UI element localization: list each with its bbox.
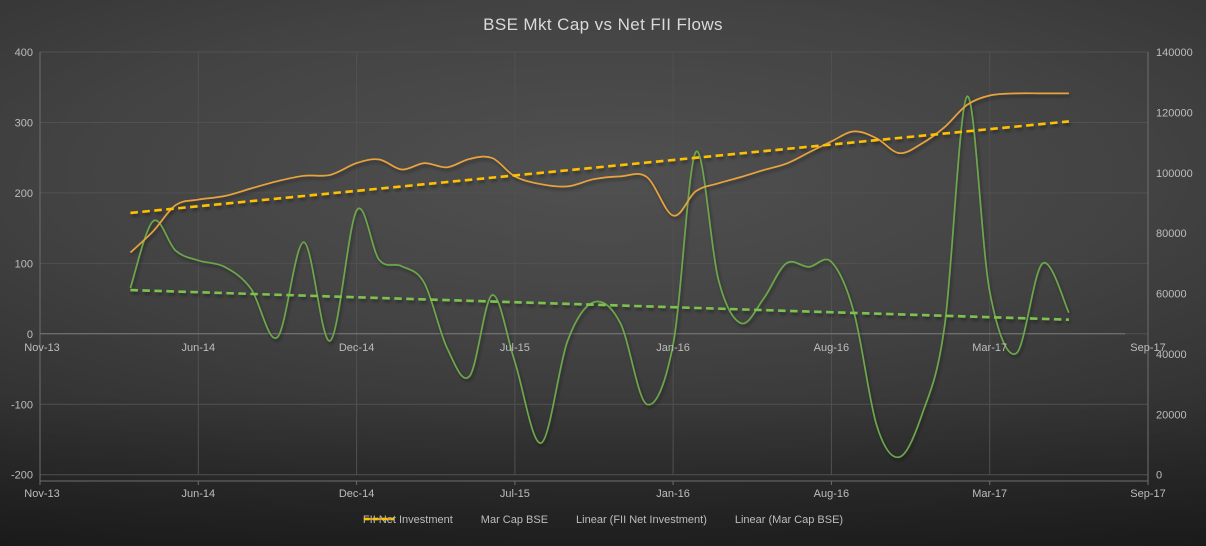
x-tick-label-row2: Dec-14 (339, 488, 374, 500)
y-right-tick-label: 0 (1156, 470, 1162, 482)
x-tick-label-row2: Nov-13 (24, 488, 59, 500)
legend-item[interactable]: Linear (Mar Cap BSE) (363, 514, 844, 526)
x-tick-label-row2: Mar-17 (972, 488, 1007, 500)
x-tick-label-row2: Jul-15 (500, 488, 530, 500)
legend-item[interactable]: Linear (FII Net Investment) (363, 514, 707, 526)
legend-label: Linear (FII Net Investment) (576, 514, 707, 526)
gridlines (39, 51, 1149, 476)
y-left-tick-label: 400 (15, 47, 33, 59)
series-line-fii (129, 95, 1070, 459)
legend-item[interactable]: Mar Cap BSE (363, 514, 549, 526)
x-tick-label-row1: Sep-17 (1130, 342, 1165, 354)
chart-title: BSE Mkt Cap vs Net FII Flows (483, 15, 723, 34)
axes (39, 52, 1149, 485)
trendline-mktcap (130, 120, 1070, 215)
y-right-tick-label: 140000 (1156, 47, 1193, 59)
y-right-tick-label: 80000 (1156, 228, 1187, 240)
x-tick-label-row1: Mar-17 (972, 342, 1007, 354)
legend-label: FII Net Investment (362, 514, 453, 526)
x-tick-label-row1: Jun-14 (181, 342, 215, 354)
data-series (129, 92, 1070, 459)
series-line-mktcap (129, 92, 1069, 254)
trendline-fii (130, 288, 1069, 321)
y-right-tick-label: 100000 (1156, 168, 1193, 180)
y-right-tick-label: 20000 (1156, 409, 1187, 421)
x-tick-label-row2: Jan-16 (656, 488, 690, 500)
y-left-tick-label: -100 (11, 399, 33, 411)
legend-label: Linear (Mar Cap BSE) (734, 514, 844, 526)
axis-labels: 400 300 200 100 0 -100 -200 140000 120000 100000 8… (11, 47, 1193, 500)
legend-dashed-line-swatch (363, 517, 394, 521)
y-right-tick-label: 60000 (1156, 289, 1187, 301)
y-left-tick-label: 0 (27, 329, 33, 341)
y-left-tick-label: 200 (15, 188, 33, 200)
x-tick-label-row2: Aug-16 (814, 488, 849, 500)
x-tick-label-row2: Jun-14 (181, 488, 215, 500)
y-right-tick-label: 120000 (1156, 107, 1193, 119)
x-tick-label-row1: Nov-13 (24, 342, 59, 354)
y-left-tick-label: 100 (15, 258, 33, 270)
x-tick-label-row1: Aug-16 (814, 342, 849, 354)
y-right-tick-label: 40000 (1156, 349, 1187, 361)
y-left-tick-label: 300 (15, 118, 33, 130)
chart-legend: FII Net Investment Mar Cap BSE Linear (FII… (363, 514, 843, 526)
x-tick-label-row1: Jul-15 (500, 342, 530, 354)
y-left-tick-label: -200 (11, 470, 33, 482)
x-tick-label-row1: Dec-14 (339, 342, 374, 354)
x-tick-label-row1: Jan-16 (656, 342, 690, 354)
legend-label: Mar Cap BSE (480, 514, 549, 526)
x-tick-label-row2: Sep-17 (1130, 488, 1165, 500)
